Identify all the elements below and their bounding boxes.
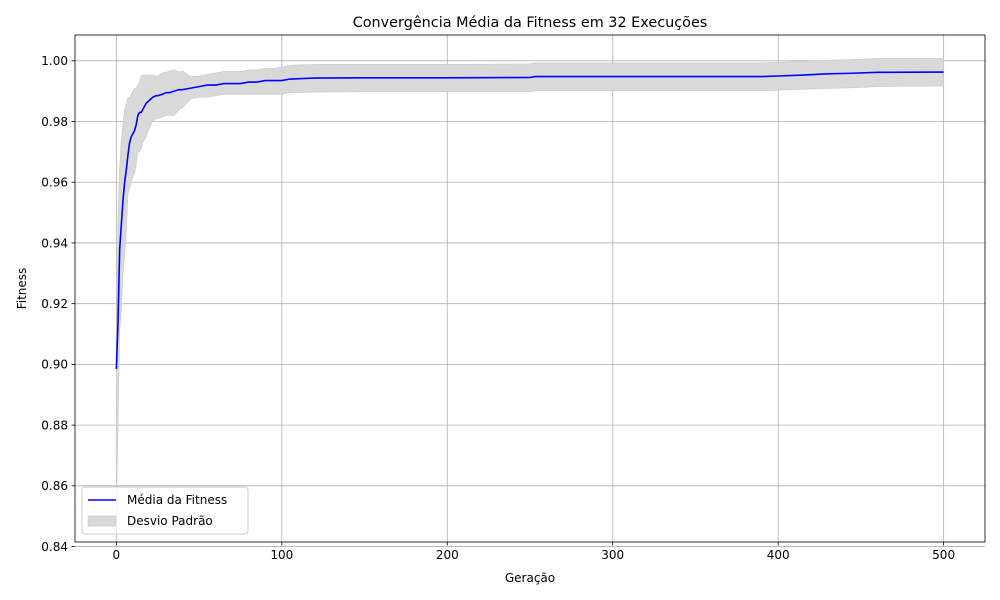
plot-frame <box>74 34 986 543</box>
y-tick-label-3: 0.90 <box>41 358 68 372</box>
ticks: 0 100 200 300 400 500 0.84 0.86 0.88 0.90 0.92 0.94… <box>41 54 955 562</box>
legend-box <box>81 486 249 535</box>
y-tick-label-7: 0.98 <box>41 115 68 129</box>
legend-label-mean: Média da Fitness <box>127 493 227 507</box>
std-band-layer <box>116 58 944 511</box>
y-tick-label-0: 0.84 <box>41 540 68 554</box>
grid <box>75 35 985 547</box>
legend-swatch-std <box>87 515 117 527</box>
y-tick-label-4: 0.92 <box>41 297 68 311</box>
mean-line-layer <box>115 71 944 369</box>
legend-label-std: Desvio Padrão <box>127 514 213 528</box>
y-axis-title: Fitness <box>15 268 29 310</box>
x-tick-label-3: 300 <box>601 548 624 562</box>
chart-title: Convergência Média da Fitness em 32 Exec… <box>353 15 708 31</box>
mean-fitness-line <box>115 71 944 369</box>
std-band <box>116 58 944 511</box>
legend: Média da Fitness Desvio Padrão <box>81 486 249 535</box>
y-tick-label-5: 0.94 <box>41 236 68 250</box>
x-tick-label-5: 500 <box>932 548 955 562</box>
y-tick-label-1: 0.86 <box>41 479 68 493</box>
x-axis-title: Geração <box>505 571 555 585</box>
y-tick-label-6: 0.96 <box>41 176 68 190</box>
x-tick-label-4: 400 <box>767 548 790 562</box>
x-tick-label-2: 200 <box>436 548 459 562</box>
y-tick-label-2: 0.88 <box>41 418 68 432</box>
y-tick-label-8: 1.00 <box>41 54 68 68</box>
x-tick-label-0: 0 <box>113 548 121 562</box>
x-tick-label-1: 100 <box>270 548 293 562</box>
